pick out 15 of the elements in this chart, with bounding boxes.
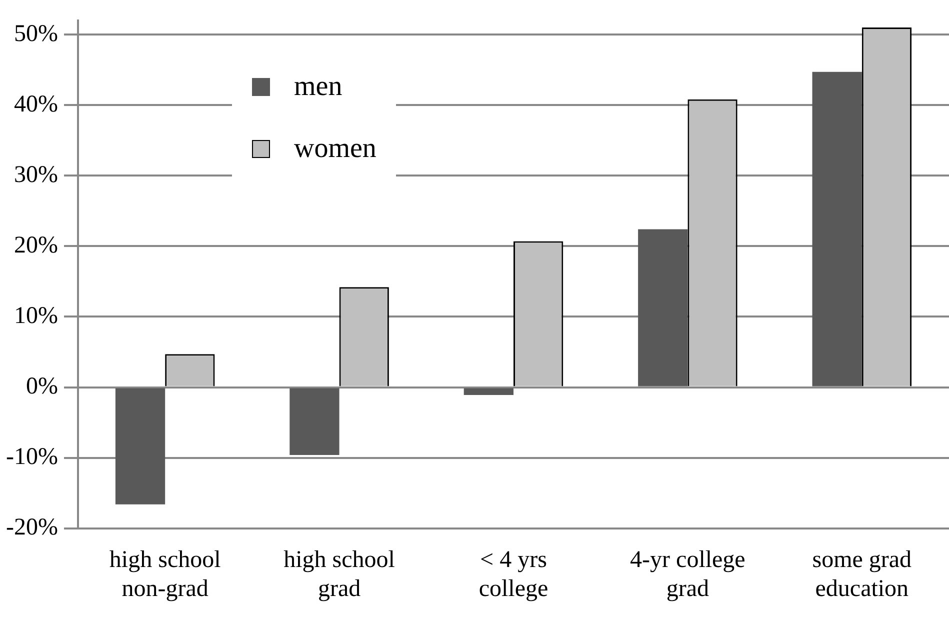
x-tick-label: high school grad [284, 547, 396, 602]
y-tick-label: 0% [26, 374, 58, 400]
legend-label: men [294, 71, 342, 103]
y-tick-label: -10% [6, 444, 58, 470]
y-tick-label: 10% [14, 303, 58, 330]
y-tick-label: 40% [14, 91, 58, 118]
y-tick-label: 30% [14, 162, 58, 188]
legend-label: women [294, 133, 376, 165]
x-tick-label: 4-yr college grad [630, 547, 746, 602]
y-tick-label: -20% [6, 514, 58, 541]
x-tick-label: some grad education [812, 547, 912, 602]
y-tick-label: 20% [14, 232, 58, 258]
x-tick-label: < 4 yrs college [478, 547, 548, 602]
x-tick-label: high school non-grad [109, 547, 222, 602]
y-tick-label: 50% [14, 20, 58, 47]
